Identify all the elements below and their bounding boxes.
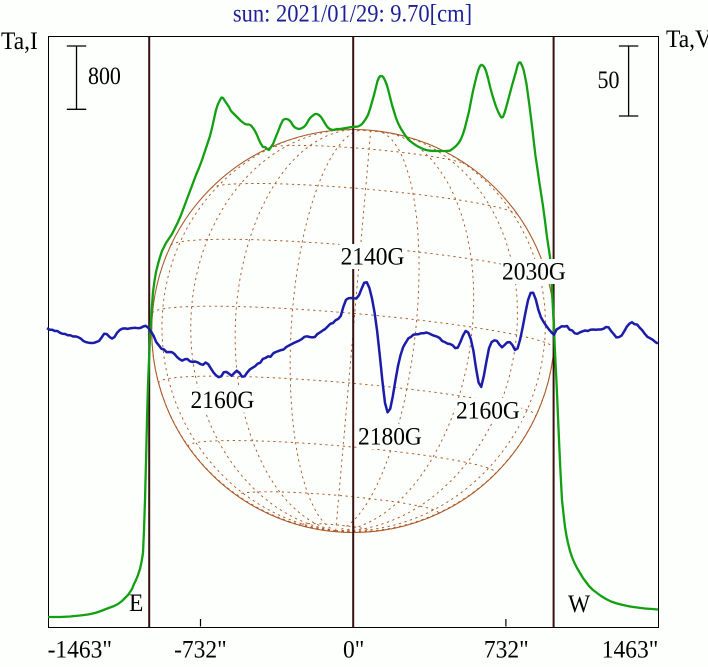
svg-text:W: W (568, 590, 591, 618)
svg-text:2160G: 2160G (456, 397, 520, 425)
svg-text:2030G: 2030G (502, 258, 566, 286)
svg-text:1463": 1463" (602, 636, 659, 662)
svg-text:E: E (129, 589, 143, 617)
svg-text:sun: 2021/01/29: 9.70[cm]: sun: 2021/01/29: 9.70[cm] (233, 0, 472, 27)
svg-text:-1463": -1463" (48, 636, 112, 662)
svg-text:Ta,V: Ta,V (666, 25, 708, 53)
svg-text:50: 50 (598, 67, 620, 95)
svg-text:-732": -732" (174, 636, 227, 662)
svg-text:2140G: 2140G (341, 243, 405, 271)
svg-text:0": 0" (343, 636, 364, 662)
svg-text:800: 800 (88, 63, 121, 91)
svg-text:Ta,I: Ta,I (1, 27, 38, 55)
svg-text:2180G: 2180G (358, 423, 422, 451)
svg-text:732": 732" (484, 636, 529, 662)
svg-text:2160G: 2160G (191, 386, 255, 414)
